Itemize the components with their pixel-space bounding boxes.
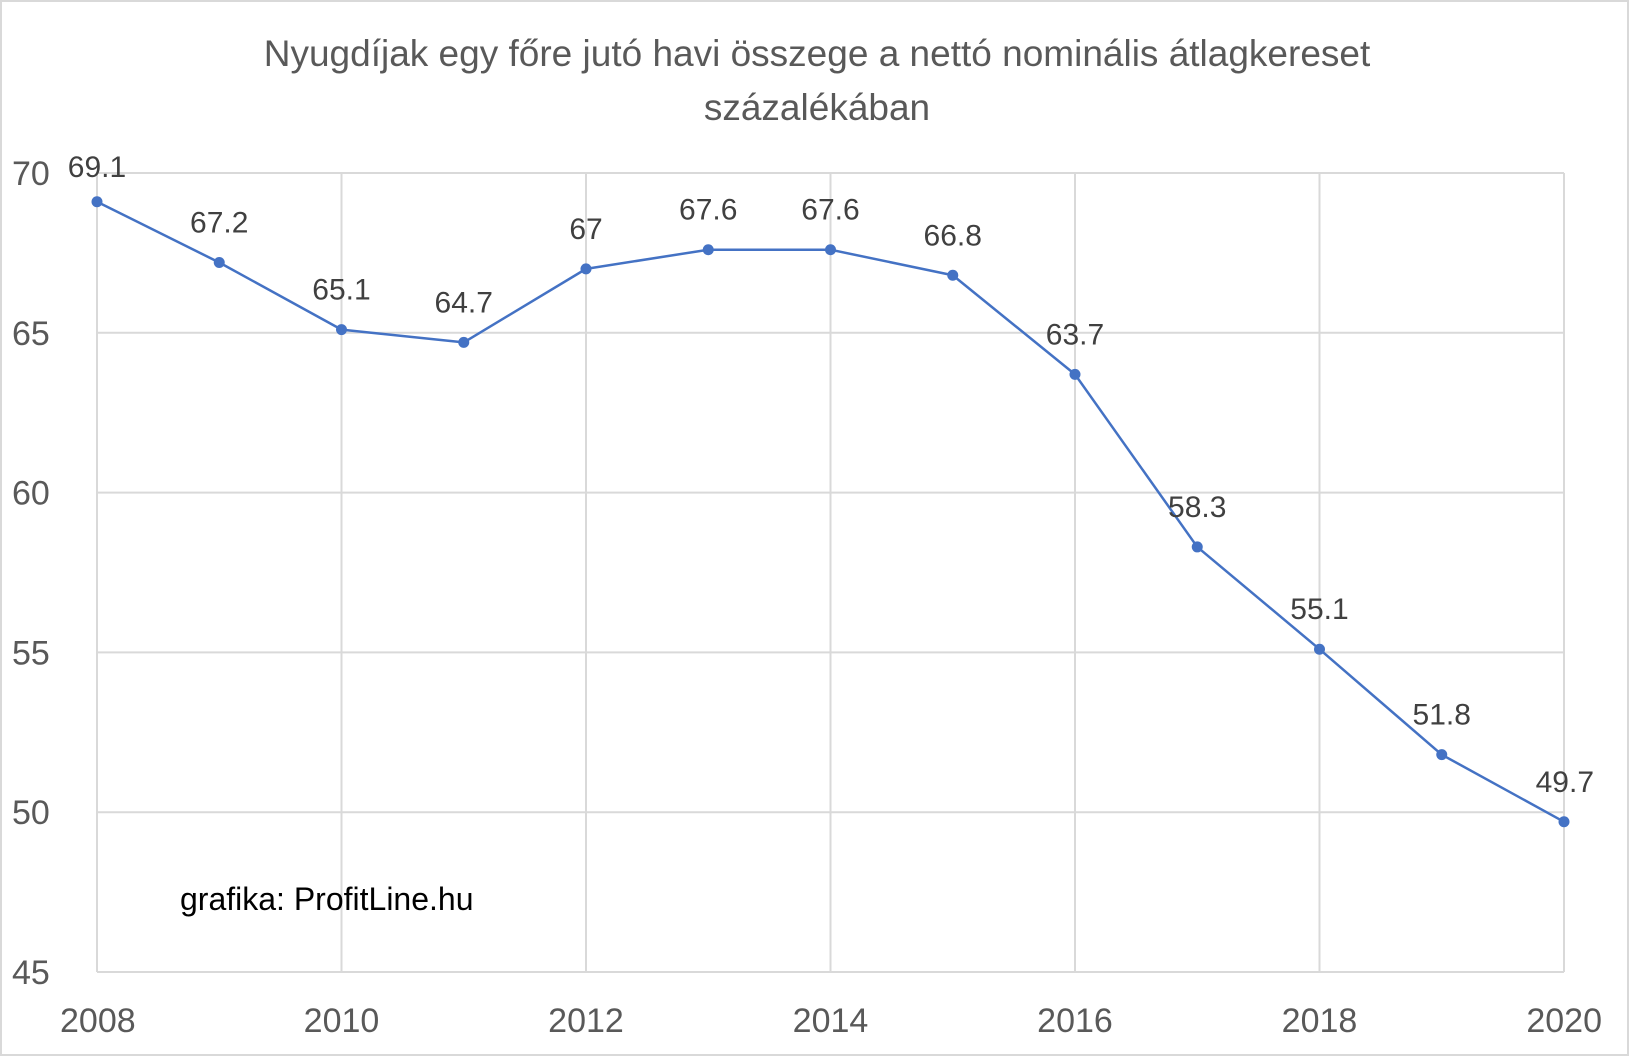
x-tick-label: 2020 [1526,1002,1602,1040]
chart-title-line-2: százalékában [704,87,930,128]
y-tick-label: 45 [12,954,50,992]
data-point [1558,816,1570,828]
y-tick-label: 60 [12,475,50,513]
data-point [947,269,959,281]
data-label: 64.7 [435,286,493,319]
data-point [1436,749,1448,761]
y-tick-label: 65 [12,315,50,353]
data-label: 67.6 [801,194,859,227]
x-tick-label: 2016 [1037,1002,1113,1040]
x-tick-label: 2012 [548,1002,624,1040]
axes: 45 50 55 60 65 70 2008 2010 2012 2014 2016 2018 2020 [12,155,1602,1040]
y-tick-label: 55 [12,634,50,672]
x-tick-label: 2014 [793,1002,869,1040]
data-point [91,196,103,208]
data-label: 67.6 [679,194,737,227]
x-tick-label: 2008 [60,1002,136,1040]
data-point [702,244,714,256]
source-annotation: grafika: ProfitLine.hu [180,881,474,917]
data-point [825,244,836,256]
data-point [1314,643,1325,655]
data-label: 55.1 [1290,593,1348,626]
data-label: 49.7 [1536,766,1594,799]
data-label: 65.1 [312,274,370,307]
data-point [336,324,347,336]
x-tick-label: 2018 [1282,1002,1358,1040]
y-tick-label: 70 [12,155,50,193]
y-tick-label: 50 [12,794,50,832]
data-point [1191,541,1203,553]
data-point [1069,368,1081,380]
x-tick-label: 2010 [304,1002,380,1040]
chart-title-line-1: Nyugdíjak egy főre jutó havi összege a n… [264,33,1371,74]
data-label: 51.8 [1413,699,1471,732]
series-points-group [91,196,1570,828]
data-label: 67.2 [190,206,248,239]
data-label: 58.3 [1168,491,1226,524]
data-point [580,263,592,275]
data-label: 63.7 [1046,318,1104,351]
data-label: 67 [569,213,602,246]
data-point [213,256,225,268]
data-labels-group: 69.1 67.2 65.1 64.7 67 67.6 67.6 66.8 63.7 58.3 55… [68,151,1594,799]
data-label: 66.8 [924,219,982,252]
data-point [458,336,470,348]
data-label: 69.1 [68,151,126,184]
